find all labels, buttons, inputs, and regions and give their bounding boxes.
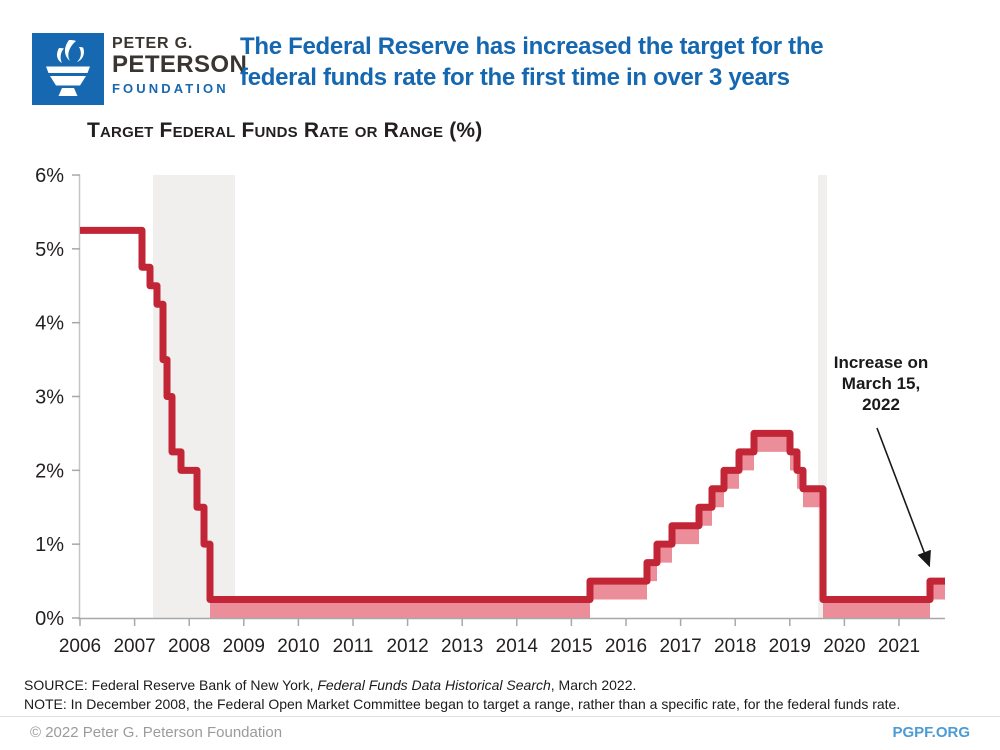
- x-tick-label: 2007: [113, 636, 155, 657]
- note-line: NOTE: In December 2008, the Federal Open…: [24, 696, 901, 712]
- footer-bar: © 2022 Peter G. Peterson Foundation PGPF…: [0, 716, 1000, 750]
- x-tick-label: 2019: [769, 636, 811, 657]
- y-tick-label: 5%: [35, 239, 64, 261]
- x-tick-label: 2018: [714, 636, 756, 657]
- target-rate-line: [80, 226, 945, 604]
- x-tick-label: 2020: [823, 636, 865, 657]
- recession-band: [818, 175, 827, 618]
- page-title: The Federal Reserve has increased the ta…: [240, 31, 985, 93]
- pgpf-logo: [32, 33, 104, 105]
- y-tick-label: 3%: [35, 387, 64, 409]
- torch-icon: [46, 40, 90, 96]
- y-tick-label: 6%: [35, 165, 64, 187]
- x-tick-label: 2016: [605, 636, 647, 657]
- brand-wordmark: PETER G. PETERSON FOUNDATION: [112, 35, 247, 98]
- x-tick-label: 2014: [496, 636, 539, 657]
- annotation-line-3: 2022: [862, 395, 900, 414]
- annotation-line-1: Increase on: [833, 353, 929, 372]
- target-range-band: [210, 433, 945, 618]
- page-title-line-1: The Federal Reserve has increased the ta…: [240, 33, 824, 60]
- x-tick-label: 2015: [550, 636, 592, 657]
- y-tick-label: 0%: [35, 608, 64, 630]
- brand-line-2: PETERSON: [112, 51, 248, 78]
- source-suffix: , March 2022.: [550, 677, 637, 693]
- brand-line-1: PETER G.: [112, 35, 194, 52]
- x-tick-label: 2012: [386, 636, 428, 657]
- x-tick-label: 2008: [168, 636, 210, 657]
- chart-subtitle: Target Federal Funds Rate or Range (%): [87, 119, 483, 142]
- footnotes: SOURCE: Federal Reserve Bank of New York…: [24, 676, 984, 714]
- rate-chart: 0% 1% 2% 3% 4% 5% 6% 2006 2007 2008 2009 2010 2011 20…: [35, 165, 945, 657]
- x-tick-label: 2021: [878, 636, 920, 657]
- x-tick-label: 2006: [59, 636, 101, 657]
- x-tick-label: 2011: [333, 636, 374, 657]
- x-tick-label: 2010: [277, 636, 319, 657]
- pgpf-org-link[interactable]: PGPF.ORG: [892, 724, 970, 741]
- annotation-arrow: [876, 427, 931, 568]
- source-prefix: SOURCE: Federal Reserve Bank of New York…: [24, 677, 318, 693]
- x-tick-label: 2009: [223, 636, 265, 657]
- x-tick-label: 2013: [441, 636, 483, 657]
- page-title-line-2: federal funds rate for the first time in…: [240, 64, 790, 91]
- annotation-line-2: March 15,: [841, 374, 921, 393]
- y-tick-label: 4%: [35, 313, 64, 335]
- copyright-text: © 2022 Peter G. Peterson Foundation: [30, 724, 283, 741]
- x-tick-label: 2017: [659, 636, 701, 657]
- y-tick-label: 2%: [35, 460, 64, 482]
- brand-line-3: FOUNDATION: [112, 81, 229, 96]
- source-italic: Federal Funds Data Historical Search: [317, 677, 551, 693]
- y-tick-label: 1%: [35, 534, 64, 556]
- chart-annotation: Increase on March 15, 2022: [806, 352, 956, 415]
- source-line: SOURCE: Federal Reserve Bank of New York…: [24, 676, 984, 695]
